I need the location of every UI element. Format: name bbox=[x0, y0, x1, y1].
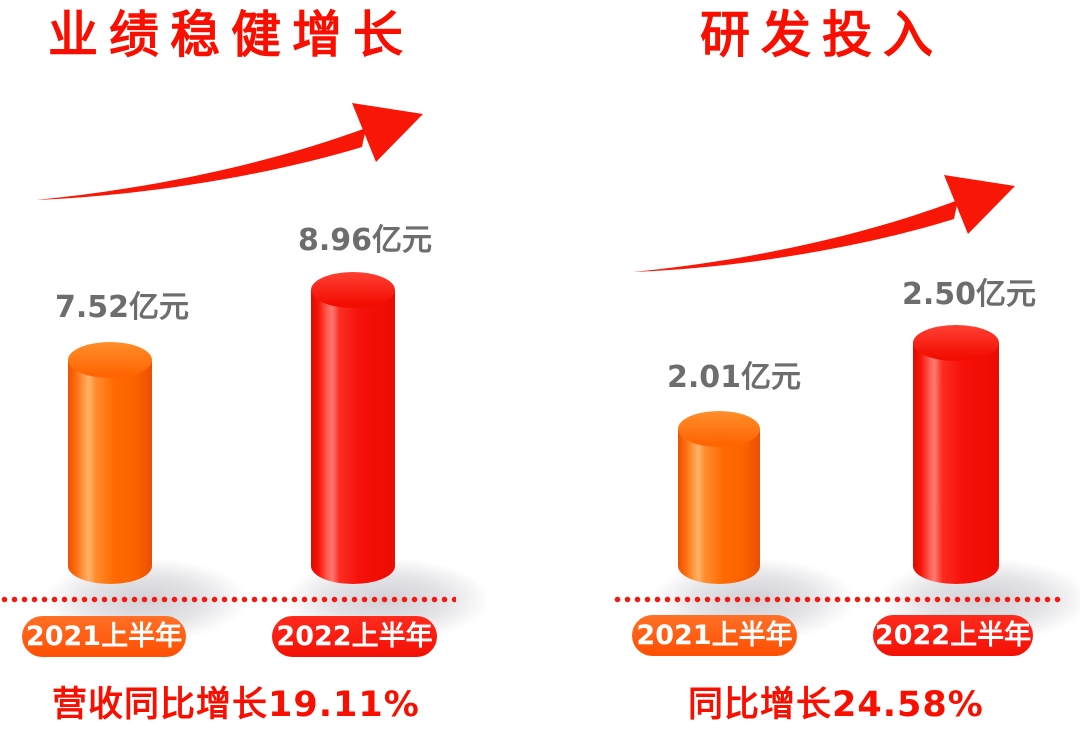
baseline-dotted-left bbox=[0, 595, 456, 604]
category-pill-2021: 2021上半年 bbox=[22, 616, 186, 657]
value-label-2021-rnd: 2.01亿元 bbox=[667, 360, 802, 395]
bar-2021-revenue bbox=[68, 342, 152, 584]
value-label-2022-revenue: 8.96亿元 bbox=[298, 223, 433, 258]
chart-title-rnd: 研发投入 bbox=[700, 6, 944, 64]
category-pill-2022: 2022上半年 bbox=[272, 616, 437, 657]
bar-2022-revenue bbox=[311, 272, 395, 584]
bar-top-face bbox=[311, 272, 395, 308]
growth-arrow-icon bbox=[36, 103, 423, 200]
value-label-2022-rnd: 2.50亿元 bbox=[902, 277, 1037, 312]
category-pill-2022: 2022上半年 bbox=[873, 615, 1033, 656]
caption-revenue-growth: 营收同比增长19.11% bbox=[52, 685, 420, 725]
bar-2022-rnd bbox=[913, 325, 999, 584]
bar-top-face bbox=[678, 411, 760, 447]
bar-body bbox=[678, 429, 760, 584]
growth-arrow-icon bbox=[633, 175, 1015, 272]
chart-title-performance: 业绩稳健增长 bbox=[48, 6, 414, 64]
bar-top-face bbox=[68, 342, 152, 378]
bar-top-face bbox=[913, 325, 999, 361]
baseline-dotted-right bbox=[613, 595, 1063, 604]
category-pill-2021: 2021上半年 bbox=[632, 615, 797, 656]
bar-body bbox=[913, 343, 999, 584]
bar-body bbox=[311, 290, 395, 584]
bar-body bbox=[68, 360, 152, 584]
caption-rnd-growth: 同比增长24.58% bbox=[688, 685, 984, 725]
bar-2021-rnd bbox=[678, 411, 760, 584]
value-label-2021-revenue: 7.52亿元 bbox=[55, 290, 190, 325]
